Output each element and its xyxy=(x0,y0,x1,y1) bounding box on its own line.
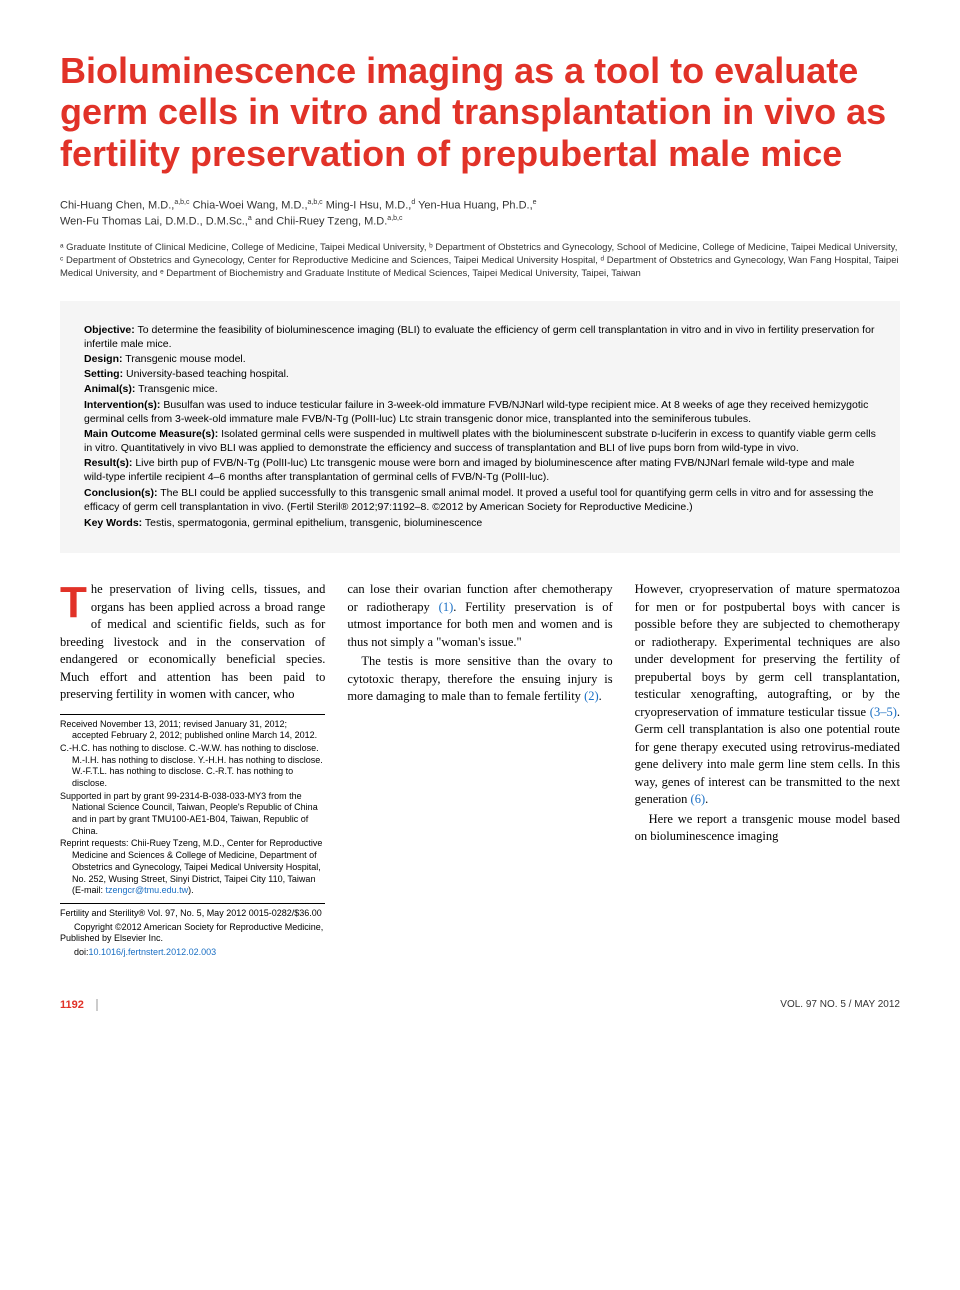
abstract-block: Objective: To determine the feasibility … xyxy=(60,301,900,553)
footnotes-block: Received November 13, 2011; revised Janu… xyxy=(60,714,325,897)
body-columns: The preservation of living cells, tissue… xyxy=(60,581,900,961)
col2-para-1: can lose their ovarian function after ch… xyxy=(347,581,612,651)
design-text: Transgenic mouse model. xyxy=(123,353,246,365)
column-2: can lose their ovarian function after ch… xyxy=(347,581,612,961)
received-note: Received November 13, 2011; revised Janu… xyxy=(60,719,325,742)
doi-link[interactable]: 10.1016/j.fertnstert.2012.02.003 xyxy=(89,947,217,957)
issue-info: VOL. 97 NO. 5 / MAY 2012 xyxy=(780,999,900,1010)
results-label: Result(s): xyxy=(84,457,132,469)
support-note: Supported in part by grant 99-2314-B-038… xyxy=(60,791,325,838)
col1-text: he preservation of living cells, tissues… xyxy=(60,582,325,701)
setting-label: Setting: xyxy=(84,368,123,380)
author-5-aff: a xyxy=(248,215,252,222)
author-1: Chi-Huang Chen, M.D., xyxy=(60,200,174,212)
interventions-text: Busulfan was used to induce testicular f… xyxy=(84,399,868,425)
reprint-note: Reprint requests: Chii-Ruey Tzeng, M.D.,… xyxy=(60,838,325,896)
author-5: Wen-Fu Thomas Lai, D.M.D., D.M.Sc., xyxy=(60,216,248,228)
author-6: and Chii-Ruey Tzeng, M.D. xyxy=(255,216,387,228)
journal-line2: Copyright ©2012 American Society for Rep… xyxy=(60,922,325,945)
journal-line1: Fertility and Sterility® Vol. 97, No. 5,… xyxy=(60,908,325,920)
disclosures-note: C.-H.C. has nothing to disclose. C.-W.W.… xyxy=(60,743,325,790)
keywords-label: Key Words: xyxy=(84,517,142,529)
design-label: Design: xyxy=(84,353,123,365)
objective-text: To determine the feasibility of biolumin… xyxy=(84,324,874,350)
author-3-aff: d xyxy=(411,199,415,206)
page-number: 1192 xyxy=(60,999,98,1011)
author-6-aff: a,b,c xyxy=(387,215,402,222)
page-footer: 1192 VOL. 97 NO. 5 / MAY 2012 xyxy=(0,991,960,1027)
author-4: Yen-Hua Huang, Ph.D., xyxy=(418,200,533,212)
author-4-aff: e xyxy=(533,199,537,206)
keywords-text: Testis, spermatogonia, germinal epitheli… xyxy=(142,517,482,529)
interventions-label: Intervention(s): xyxy=(84,399,160,411)
conclusions-label: Conclusion(s): xyxy=(84,487,158,499)
affiliations: ᵃ Graduate Institute of Clinical Medicin… xyxy=(60,242,900,280)
authors-block: Chi-Huang Chen, M.D.,a,b,c Chia-Woei Wan… xyxy=(60,198,900,230)
doi-line: doi:10.1016/j.fertnstert.2012.02.003 xyxy=(60,947,325,959)
col2-para-2: The testis is more sensitive than the ov… xyxy=(347,653,612,706)
citation-2[interactable]: (2) xyxy=(584,689,599,703)
page-content: Bioluminescence imaging as a tool to eva… xyxy=(0,0,960,991)
results-text: Live birth pup of FVB/N-Tg (PolII-luc) L… xyxy=(84,457,854,483)
col3-para-2: Here we report a transgenic mouse model … xyxy=(635,811,900,846)
email-link[interactable]: tzengcr@tmu.edu.tw xyxy=(106,885,189,895)
author-3: Ming-I Hsu, M.D., xyxy=(326,200,412,212)
author-1-aff: a,b,c xyxy=(174,199,189,206)
dropcap: T xyxy=(60,581,91,621)
citation-3-5[interactable]: (3–5) xyxy=(870,705,897,719)
body-para-1: The preservation of living cells, tissue… xyxy=(60,581,325,704)
measures-label: Main Outcome Measure(s): xyxy=(84,428,218,440)
citation-6[interactable]: (6) xyxy=(691,792,706,806)
journal-info: Fertility and Sterility® Vol. 97, No. 5,… xyxy=(60,903,325,959)
conclusions-text: The BLI could be applied successfully to… xyxy=(84,487,873,513)
article-title: Bioluminescence imaging as a tool to eva… xyxy=(60,50,900,174)
setting-text: University-based teaching hospital. xyxy=(123,368,289,380)
author-2: Chia-Woei Wang, M.D., xyxy=(193,200,308,212)
column-1: The preservation of living cells, tissue… xyxy=(60,581,325,961)
animals-text: Transgenic mice. xyxy=(135,383,217,395)
col3-para-1: However, cryopreservation of mature sper… xyxy=(635,581,900,809)
objective-label: Objective: xyxy=(84,324,135,336)
animals-label: Animal(s): xyxy=(84,383,135,395)
column-3: However, cryopreservation of mature sper… xyxy=(635,581,900,961)
author-2-aff: a,b,c xyxy=(308,199,323,206)
citation-1[interactable]: (1) xyxy=(439,600,454,614)
